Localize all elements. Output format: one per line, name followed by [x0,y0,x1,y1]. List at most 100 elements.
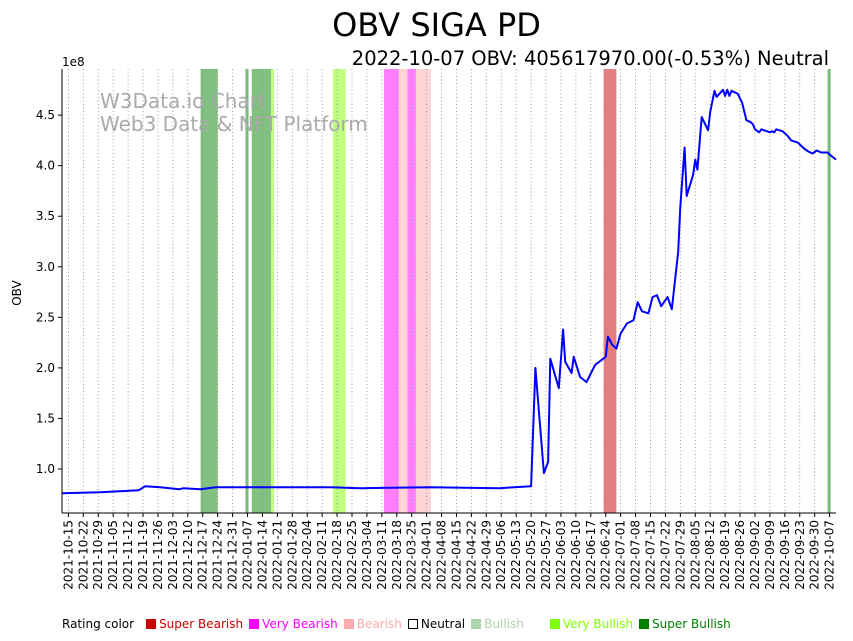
legend-item-label: Bullish [484,617,524,631]
x-tick-label: 2022-07-01 [614,520,628,590]
rating-bands [200,69,831,513]
x-tick-label: 2022-01-28 [285,520,299,590]
x-tick-label: 2022-09-16 [778,520,792,590]
x-tick-label: 2022-02-18 [330,520,344,590]
legend-item: Neutral [407,617,465,631]
y-tick-label: 1.0 [36,462,55,476]
x-tick-label: 2022-09-09 [763,520,777,590]
x-tick-label: 2022-06-03 [554,520,568,590]
x-tick-label: 2022-08-26 [733,520,747,590]
x-tick-label: 2021-10-29 [91,520,105,590]
legend-item-label: Very Bullish [562,617,634,631]
x-tick-label: 2022-09-30 [808,520,822,590]
x-tick-label: 2021-12-31 [226,520,240,590]
x-tick-label: 2022-07-22 [658,520,672,590]
x-tick-label: 2022-04-08 [435,520,449,590]
y-tick-label: 4.0 [36,159,55,173]
x-tick-label: 2022-09-02 [748,520,762,590]
y-axis-label: OBV [10,279,24,305]
x-tick-label: 2022-01-21 [270,520,284,590]
x-tick-label: 2022-10-07 [823,520,837,590]
rating-band [251,69,271,513]
x-tick-label: 2022-02-25 [345,520,359,590]
x-tick-label: 2022-04-01 [420,520,434,590]
legend-swatch-icon [471,619,482,629]
legend-item: Very Bullish [549,617,634,631]
rating-band [245,69,249,513]
chart-subtitle: 2022-10-07 OBV: 405617970.00(-0.53%) Neu… [351,47,829,70]
y-tick-label: 2.0 [36,361,55,375]
x-tick-label: 2021-10-22 [76,520,90,590]
rating-band [270,69,275,513]
y-tick-label: 2.5 [36,310,55,324]
legend-swatch-icon [249,619,260,629]
x-tick-label: 2022-03-04 [360,520,374,590]
legend-title: Rating color [62,617,135,631]
x-tick-label: 2021-12-24 [211,520,225,590]
rating-band [827,69,831,513]
rating-band [603,69,617,513]
legend-swatch-icon [146,619,157,629]
x-tick-label: 2022-03-25 [405,520,419,590]
rating-band [383,69,399,513]
legend-swatch-icon [549,619,560,629]
x-tick-label: 2022-07-29 [673,520,687,590]
legend-swatch-icon [407,619,418,629]
y-tick-label: 3.5 [36,209,55,223]
x-tick-label: 2021-12-03 [166,520,180,590]
x-tick-label: 2022-02-11 [315,520,329,590]
x-tick-label: 2022-04-22 [464,520,478,590]
x-ticks: 2021-10-15 2021-10-22 2021-10-29 2021-11-05… [61,513,837,590]
y-multiplier: 1e8 [62,55,85,69]
x-tick-label: 2021-10-15 [61,520,75,590]
x-tick-label: 2022-03-18 [390,520,404,590]
legend-swatch-icon [639,619,650,629]
x-tick-label: 2022-04-15 [449,520,463,590]
x-tick-label: 2021-11-12 [121,520,135,590]
legend-swatch-icon [343,619,354,629]
x-tick-label: 2022-06-24 [599,520,613,590]
chart-title: OBV SIGA PD [332,6,541,44]
watermark-line-1: W3Data.io Chart [100,89,266,113]
legend-item-label: Super Bearish [159,617,244,631]
legend-item: Bearish [343,617,402,631]
legend-item: Super Bullish [639,617,731,631]
x-tick-label: 2021-11-19 [136,520,150,590]
x-tick-label: 2022-04-29 [479,520,493,590]
rating-band [407,69,416,513]
x-tick-label: 2022-03-11 [375,520,389,590]
legend-item-label: Very Bearish [262,617,338,631]
legend-item-label: Super Bullish [652,617,731,631]
watermark-line-2: Web3 Data & NFT Platform [100,112,368,136]
x-gridlines [67,69,831,513]
x-tick-label: 2022-05-20 [524,520,538,590]
x-tick-label: 2021-11-26 [151,520,165,590]
legend-item: Super Bearish [146,617,243,631]
x-tick-label: 2021-12-17 [196,520,210,590]
rating-band [398,69,408,513]
x-tick-label: 2022-06-10 [569,520,583,590]
x-tick-label: 2022-05-13 [509,520,523,590]
x-tick-label: 2021-12-10 [181,520,195,590]
legend-item: Bullish [471,617,524,631]
y-tick-label: 3.0 [36,260,55,274]
legend-item-label: Bearish [356,617,402,631]
x-tick-label: 2022-05-27 [539,520,553,590]
x-tick-label: 2022-01-14 [255,520,269,590]
x-tick-label: 2022-07-15 [643,520,657,590]
rating-band [332,69,346,513]
legend-item: Very Bearish [249,617,338,631]
rating-band [200,69,218,513]
x-tick-label: 2022-08-12 [703,520,717,590]
x-tick-label: 2022-05-06 [494,520,508,590]
x-tick-label: 2022-07-08 [629,520,643,590]
x-tick-label: 2022-08-19 [718,520,732,590]
rating-legend: Rating color Super Bearish Very Bearish Be… [62,617,737,631]
y-tick-label: 1.5 [36,411,55,425]
x-tick-label: 2022-02-04 [300,520,314,590]
x-tick-label: 2021-11-05 [106,520,120,590]
obv-series-line [61,88,837,495]
x-tick-label: 2022-08-05 [688,520,702,590]
x-tick-label: 2022-06-17 [584,520,598,590]
rating-band [415,69,431,513]
